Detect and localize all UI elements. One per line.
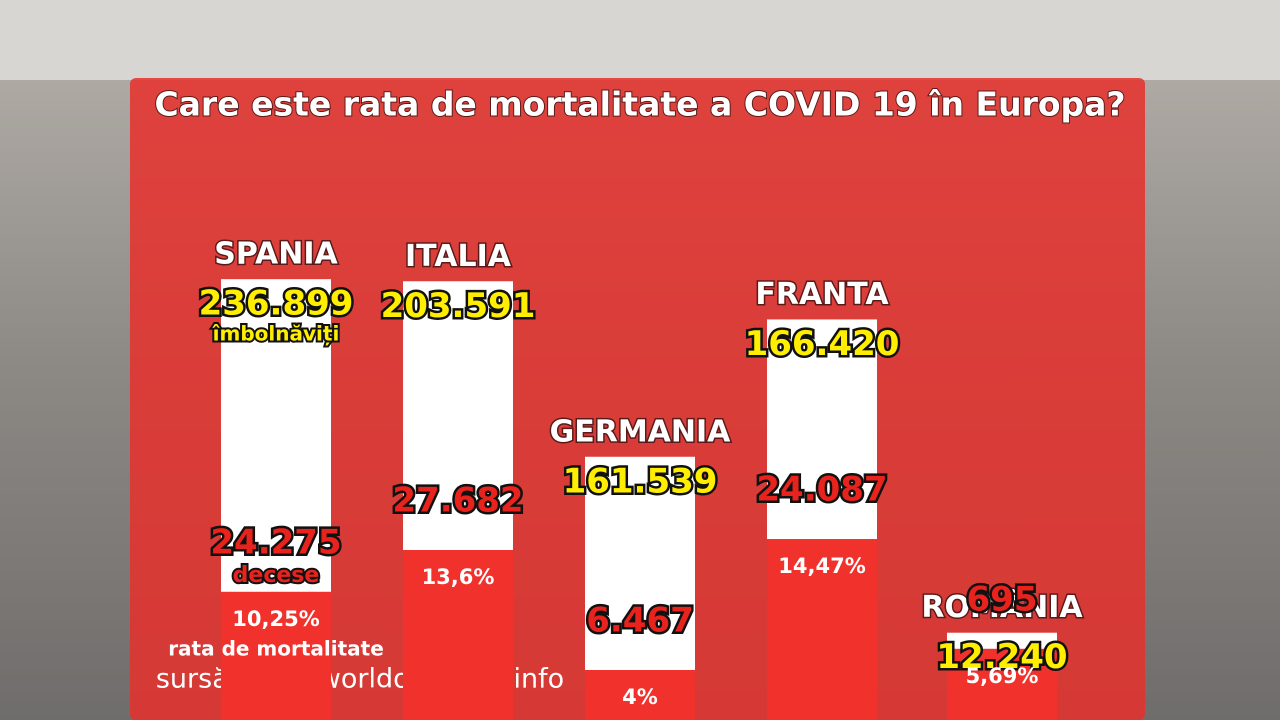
cases-bar — [403, 281, 513, 550]
cases-label: 161.539 — [563, 461, 718, 501]
country-label: SPANIA — [214, 237, 338, 272]
rate-bar — [947, 648, 1057, 720]
country-label: GERMANIA — [550, 414, 732, 449]
cases-label: 236.899 — [199, 284, 354, 324]
deaths-label: 695 — [967, 579, 1038, 619]
rate-bar — [403, 550, 513, 720]
rate-bar — [221, 591, 331, 720]
rate-label: 4% — [622, 685, 658, 709]
cases-label: 166.420 — [745, 324, 900, 364]
legend-deaths: decese — [233, 563, 320, 588]
country-label: ROMÂNIA — [921, 589, 1083, 625]
cases-bar — [221, 279, 331, 592]
legend-rate: rata de mortalitate — [168, 636, 384, 660]
cases-bar — [585, 456, 695, 670]
rate-bar — [767, 539, 877, 720]
rate-label: 14,47% — [778, 554, 865, 578]
red-panel — [130, 78, 1145, 720]
deaths-label: 27.682 — [392, 481, 523, 521]
chart-title: Care este rata de mortalitate a COVID 19… — [154, 85, 1125, 124]
country-label: FRANTA — [755, 277, 889, 312]
rate-label: 13,6% — [422, 565, 495, 589]
deaths-label: 6.467 — [586, 601, 694, 641]
sky — [0, 0, 1280, 80]
cases-bar — [767, 319, 877, 540]
rate-label: 10,25% — [232, 607, 319, 631]
cases-bar — [947, 632, 1057, 649]
deaths-label: 24.275 — [210, 522, 341, 562]
cases-label: 12.240 — [936, 637, 1067, 677]
deaths-label: 24.087 — [756, 470, 887, 510]
rate-label: 5,69% — [966, 664, 1039, 688]
country-label: ITALIA — [405, 239, 512, 274]
cases-label: 203.591 — [381, 286, 536, 326]
legend-cases: îmbolnăviți — [212, 322, 340, 346]
rate-bar — [585, 670, 695, 720]
